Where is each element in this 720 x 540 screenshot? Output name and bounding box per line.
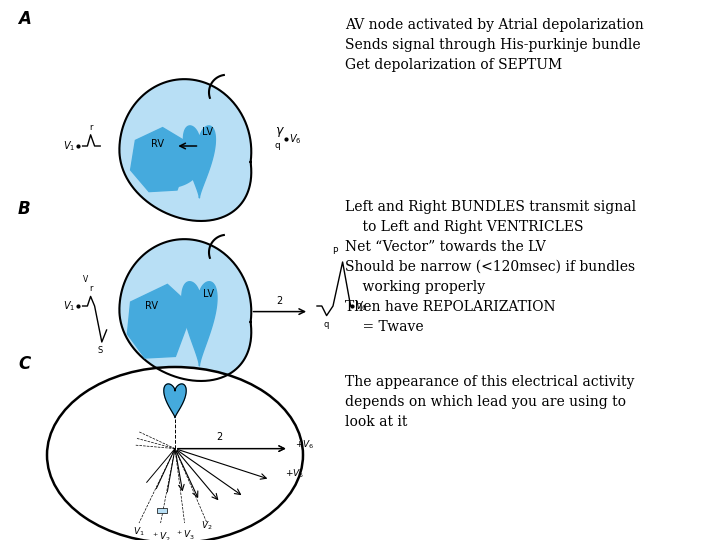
Polygon shape	[184, 126, 215, 198]
Text: $+V_5$: $+V_5$	[285, 468, 305, 481]
Polygon shape	[120, 239, 251, 381]
Text: $^+V_2$: $^+V_2$	[150, 531, 171, 540]
Text: V: V	[84, 275, 89, 284]
Polygon shape	[134, 140, 201, 188]
Polygon shape	[120, 79, 251, 221]
Polygon shape	[182, 282, 217, 366]
Text: q: q	[274, 141, 280, 150]
Text: $V_1$: $V_1$	[133, 525, 145, 538]
Text: $\gamma$: $\gamma$	[274, 125, 284, 139]
Text: The appearance of this electrical activity
depends on which lead you are using t: The appearance of this electrical activi…	[345, 375, 634, 429]
Text: $V_1$: $V_1$	[63, 139, 76, 153]
Text: RV: RV	[145, 301, 158, 311]
Text: B: B	[18, 200, 31, 218]
Text: LV: LV	[202, 127, 213, 137]
Text: 2: 2	[216, 432, 222, 442]
Text: 2: 2	[276, 296, 282, 306]
Text: LV: LV	[204, 289, 215, 299]
Text: $^+V_3$: $^+V_3$	[175, 529, 194, 540]
Text: C: C	[18, 355, 30, 373]
Text: $V_1$: $V_1$	[63, 299, 76, 313]
Text: A: A	[18, 10, 31, 28]
Text: $V_2$: $V_2$	[201, 519, 213, 531]
Text: AV node activated by Atrial depolarization
Sends signal through His-purkinje bun: AV node activated by Atrial depolarizati…	[345, 18, 644, 72]
Text: S: S	[98, 346, 103, 355]
Polygon shape	[130, 127, 188, 192]
Text: P: P	[332, 247, 337, 256]
Text: RV: RV	[150, 139, 163, 148]
Text: $V_6$: $V_6$	[289, 132, 302, 146]
Text: r: r	[89, 124, 92, 132]
Ellipse shape	[47, 367, 303, 540]
Text: r: r	[89, 284, 92, 293]
Bar	[158, 508, 167, 512]
Text: Left and Right BUNDLES transmit signal
    to Left and Right VENTRICLES
Net “Vec: Left and Right BUNDLES transmit signal t…	[345, 200, 636, 334]
Polygon shape	[127, 285, 188, 358]
Text: $+V_6$: $+V_6$	[295, 438, 315, 451]
Polygon shape	[164, 384, 186, 417]
Text: q: q	[324, 320, 329, 329]
Text: $V_6$: $V_6$	[356, 299, 368, 313]
